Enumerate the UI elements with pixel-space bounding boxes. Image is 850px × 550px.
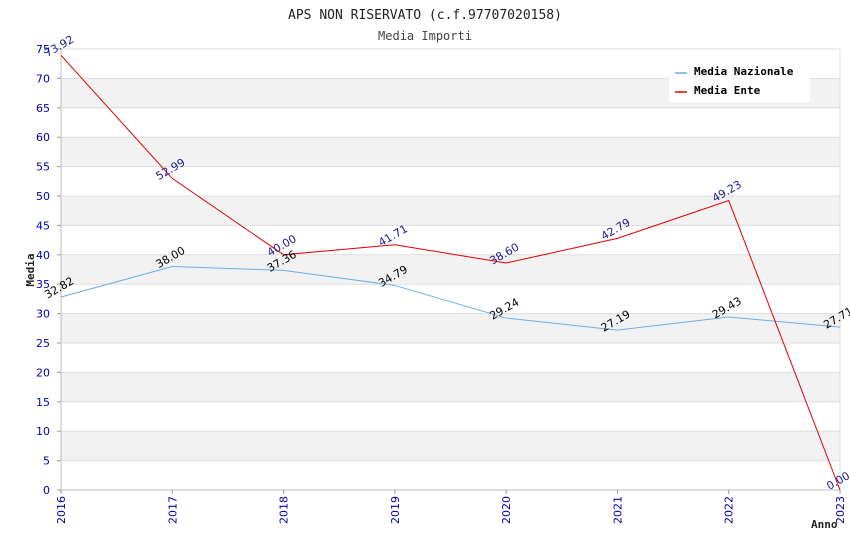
series-line-media-nazionale	[60, 266, 841, 331]
grid-band	[61, 254, 840, 285]
grid-band	[61, 107, 840, 138]
grid-lines	[57, 48, 840, 491]
grid-band	[61, 343, 840, 373]
y-axis-label: Media	[24, 253, 37, 286]
x-tick-label: 2017	[166, 496, 179, 524]
x-tick-label: 2022	[723, 496, 736, 524]
y-tick-label: 5	[43, 455, 50, 468]
grid-band	[61, 137, 840, 167]
y-tick-label: 20	[36, 366, 50, 379]
y-tick-labels: 0 5 10 15 20 25 30 35 40 45 50 55 60 65 70 75	[36, 43, 50, 497]
grid-band	[61, 460, 840, 490]
x-tick-label: 2021	[611, 496, 624, 524]
x-tick-label: 2020	[500, 496, 513, 524]
grid-band	[61, 431, 840, 461]
grid-band	[61, 196, 840, 226]
y-tick-label: 70	[36, 72, 50, 85]
y-tick-label: 50	[36, 190, 50, 203]
y-tick-label: 30	[36, 308, 50, 321]
grid-band	[61, 401, 840, 432]
series-line-media-ente	[60, 55, 841, 491]
legend-box	[669, 60, 810, 102]
x-tick-label: 2023	[834, 496, 847, 524]
y-tick-label: 45	[36, 219, 50, 232]
legend: Media Nazionale Media Ente	[669, 60, 810, 102]
x-tick-label: 2018	[278, 496, 291, 524]
axes	[60, 49, 841, 491]
grid-band	[61, 225, 840, 255]
chart-title: APS NON RISERVATO (c.f.97707020158)	[288, 8, 562, 23]
y-tick-label: 75	[36, 43, 50, 56]
y-tick-label: 65	[36, 102, 50, 115]
x-tick-labels: 2016 2017 2018 2019 2020 2021 2022 2023	[55, 490, 847, 524]
grid-bands	[61, 49, 840, 490]
grid-band	[61, 372, 840, 402]
y-tick-label: 15	[36, 396, 50, 409]
y-tick-label: 10	[36, 425, 50, 438]
legend-label-media-ente: Media Ente	[694, 84, 761, 97]
chart-subtitle: Media Importi	[378, 29, 472, 43]
y-tick-label: 40	[36, 249, 50, 262]
grid-band	[61, 313, 840, 343]
y-tick-label: 35	[36, 278, 50, 291]
y-tick-label: 60	[36, 131, 50, 144]
series-lines	[60, 55, 841, 491]
x-tick-label: 2016	[55, 496, 68, 524]
y-tick-label: 0	[43, 484, 50, 497]
x-tick-label: 2019	[389, 496, 402, 524]
grid-band	[61, 284, 840, 314]
y-tick-label: 55	[36, 161, 50, 174]
y-tick-label: 25	[36, 337, 50, 350]
legend-label-media-nazionale: Media Nazionale	[694, 65, 794, 78]
x-axis-label: Anno	[811, 518, 838, 531]
